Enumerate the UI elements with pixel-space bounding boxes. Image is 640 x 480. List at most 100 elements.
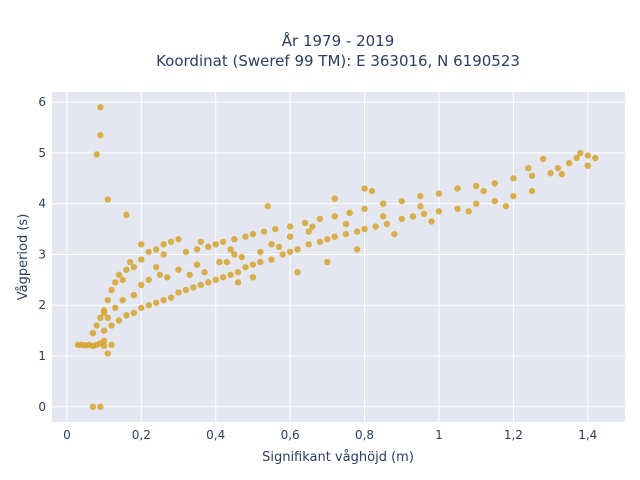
data-point xyxy=(145,248,152,256)
data-point xyxy=(417,203,424,210)
data-point xyxy=(331,233,338,240)
data-point xyxy=(584,162,591,169)
data-point xyxy=(279,251,286,258)
data-point xyxy=(491,180,498,187)
x-tick-label: 0,6 xyxy=(281,428,300,442)
data-point xyxy=(164,274,171,281)
data-point xyxy=(420,210,428,218)
data-point xyxy=(547,170,554,177)
data-point xyxy=(97,131,104,139)
data-point xyxy=(409,213,417,220)
data-point xyxy=(272,225,279,233)
data-point xyxy=(234,269,242,276)
data-point xyxy=(219,274,227,281)
data-point xyxy=(100,342,108,350)
data-point xyxy=(510,175,517,182)
x-tick-labels: 0 0,2 0,4 0,6 0,8 1 1,2 1,4 xyxy=(63,428,597,442)
data-point xyxy=(93,322,100,329)
data-point xyxy=(227,246,234,253)
data-point xyxy=(324,236,331,243)
chart-subtitle: Koordinat (Sweref 99 TM): E 363016, N 61… xyxy=(156,52,520,70)
data-point xyxy=(160,241,167,248)
data-point xyxy=(316,238,324,245)
data-point xyxy=(138,256,145,263)
data-point xyxy=(212,276,219,284)
data-point xyxy=(264,203,272,210)
data-point xyxy=(491,197,498,205)
plot-background xyxy=(52,92,625,422)
data-point xyxy=(565,159,573,167)
data-point xyxy=(480,187,487,195)
data-point xyxy=(93,151,100,158)
data-point xyxy=(316,215,324,223)
data-point xyxy=(231,251,238,258)
y-tick-label: 0 xyxy=(38,400,46,414)
x-tick-label: 0,2 xyxy=(132,428,151,442)
data-point xyxy=(231,236,238,243)
data-point xyxy=(152,263,160,271)
data-point xyxy=(130,309,138,317)
y-tick-label: 6 xyxy=(38,95,46,109)
data-point xyxy=(175,266,182,273)
data-point xyxy=(97,314,104,322)
data-point xyxy=(391,230,398,238)
data-point xyxy=(353,246,361,253)
data-point xyxy=(528,187,536,195)
data-point xyxy=(379,200,387,207)
data-point xyxy=(539,155,547,163)
x-tick-label: 0,4 xyxy=(206,428,225,442)
y-axis-title: Vågperiod (s) xyxy=(16,214,31,301)
data-point xyxy=(257,248,264,256)
data-point xyxy=(301,219,309,227)
data-point xyxy=(331,195,338,202)
data-point xyxy=(324,258,331,266)
data-point xyxy=(234,279,242,286)
data-point xyxy=(216,258,223,266)
data-point xyxy=(108,286,115,294)
data-point xyxy=(126,258,134,266)
data-point xyxy=(528,172,536,179)
data-point xyxy=(112,304,119,311)
x-tick-label: 1 xyxy=(435,428,443,442)
data-point xyxy=(130,291,138,299)
data-point xyxy=(502,203,510,210)
data-point xyxy=(286,233,294,240)
data-point xyxy=(108,322,115,329)
x-axis-title: Signifikant våghöjd (m) xyxy=(262,450,414,465)
data-point xyxy=(372,223,379,230)
data-point xyxy=(260,228,268,235)
data-point xyxy=(115,271,123,278)
x-tick-label: 0 xyxy=(63,428,71,442)
data-point xyxy=(104,296,112,304)
data-point xyxy=(104,196,112,203)
data-point xyxy=(205,279,212,286)
data-point xyxy=(242,263,249,271)
data-point xyxy=(112,279,119,286)
data-point xyxy=(119,276,126,284)
data-points xyxy=(74,104,599,410)
data-point xyxy=(309,223,316,230)
data-point xyxy=(268,241,275,248)
data-point xyxy=(383,220,391,228)
y-tick-label: 5 xyxy=(38,146,46,160)
data-point xyxy=(268,256,275,263)
data-point xyxy=(138,304,145,311)
data-point xyxy=(175,289,182,296)
data-point xyxy=(97,403,104,410)
data-point xyxy=(145,302,152,309)
data-point xyxy=(182,286,190,294)
data-point xyxy=(417,192,424,200)
data-point xyxy=(379,213,387,220)
data-point xyxy=(472,200,480,207)
data-point xyxy=(193,246,201,253)
data-point xyxy=(201,269,208,276)
data-point xyxy=(249,261,257,268)
data-point xyxy=(197,281,205,289)
data-point xyxy=(145,276,152,284)
data-point xyxy=(223,258,231,266)
data-point xyxy=(558,171,565,178)
data-point xyxy=(227,271,234,278)
data-point xyxy=(160,296,167,304)
chart-title: År 1979 - 2019 xyxy=(282,31,395,50)
